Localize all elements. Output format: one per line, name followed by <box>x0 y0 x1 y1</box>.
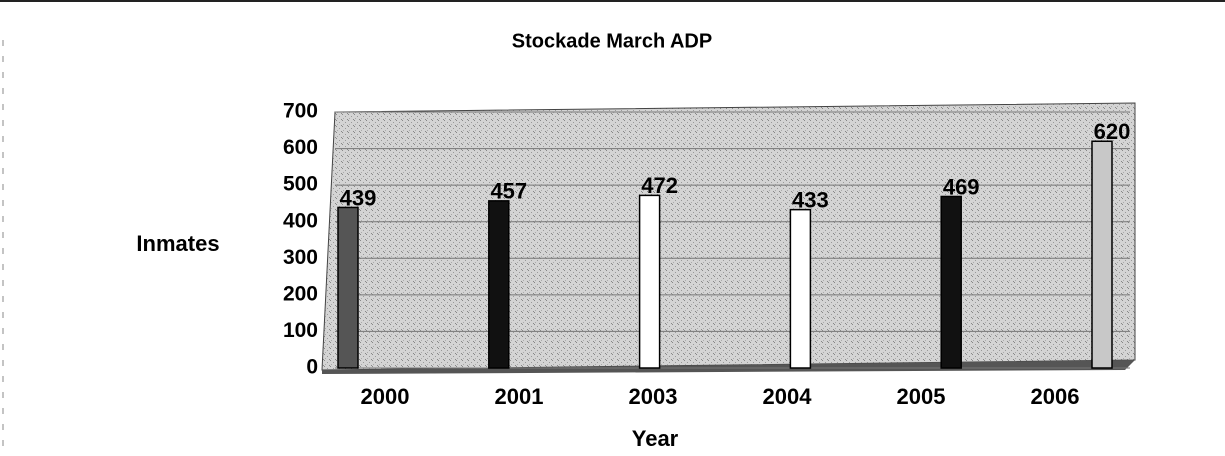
y-tick-label: 400 <box>283 209 318 232</box>
x-tick-label: 2004 <box>763 384 813 409</box>
y-tick-label: 600 <box>283 136 318 159</box>
value-label: 472 <box>641 173 678 198</box>
bar <box>1091 140 1113 369</box>
y-tick-label: 100 <box>283 319 318 342</box>
y-axis-label: Inmates <box>136 231 219 256</box>
y-tick-label: 500 <box>283 173 318 196</box>
x-tick-label: 2000 <box>361 384 410 409</box>
x-tick-label: 2003 <box>629 384 678 409</box>
plot-area <box>321 102 1136 371</box>
y-tick-label: 0 <box>306 356 318 379</box>
x-axis-label: Year <box>632 426 679 451</box>
bar <box>337 206 359 369</box>
chart-title: Stockade March ADP <box>512 30 712 52</box>
y-tick-label: 700 <box>283 100 318 123</box>
bar <box>638 194 661 369</box>
bar <box>789 208 812 369</box>
plot-floor <box>322 360 1135 374</box>
value-label: 469 <box>943 174 980 199</box>
value-label: 457 <box>490 179 527 204</box>
x-tick-label: 2005 <box>897 384 946 409</box>
x-tick-label: 2001 <box>495 384 544 409</box>
x-tick-label: 2006 <box>1031 384 1080 409</box>
bar <box>488 200 510 369</box>
bar <box>940 195 962 369</box>
value-label: 439 <box>340 185 377 210</box>
y-tick-label: 200 <box>283 282 318 305</box>
value-label: 433 <box>792 187 829 212</box>
y-tick-label: 300 <box>283 246 318 269</box>
value-label: 620 <box>1094 119 1131 144</box>
